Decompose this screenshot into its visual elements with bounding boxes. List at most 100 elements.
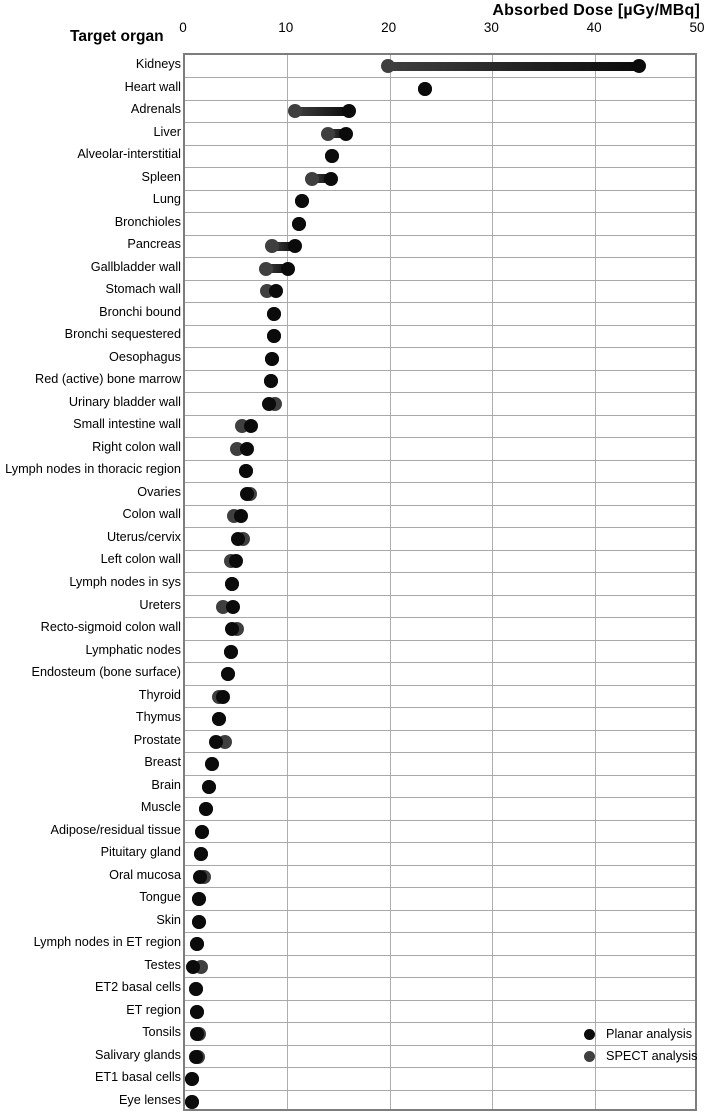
planar-dot: [185, 1094, 200, 1109]
horizontal-gridline: [185, 752, 695, 754]
vertical-gridline: [595, 55, 597, 1109]
planar-dot: [262, 396, 277, 411]
organ-label: Eye lenses: [118, 1092, 181, 1107]
organ-label: Ovaries: [137, 484, 181, 499]
organ-label: Salivary glands: [94, 1047, 181, 1062]
planar-legend-dot: [583, 1028, 595, 1040]
organ-label: Skin: [156, 912, 181, 927]
horizontal-gridline: [185, 347, 695, 349]
organ-label: Testes: [144, 957, 181, 972]
dumbbell-bar: [387, 61, 640, 71]
planar-dot: [325, 149, 339, 164]
horizontal-gridline: [185, 842, 695, 844]
planar-dot: [201, 779, 216, 794]
dumbbell-bar: [327, 129, 347, 139]
organ-label: Pituitary gland: [100, 845, 181, 860]
organ-label: Thymus: [135, 710, 181, 725]
x-tick-label: 30: [483, 20, 499, 35]
organ-label: Lymph nodes in sys: [69, 575, 181, 589]
horizontal-gridline: [185, 212, 695, 214]
organ-label: Heart wall: [124, 79, 181, 94]
dumbbell-bar: [272, 241, 295, 251]
organ-label: Red (active) bone marrow: [35, 372, 181, 387]
horizontal-gridline: [185, 819, 695, 821]
organ-label: Adipose/residual tissue: [50, 822, 181, 837]
horizontal-gridline: [185, 302, 695, 304]
organ-label: Colon wall: [122, 507, 181, 522]
planar-dot: [186, 959, 201, 974]
organ-label: Lymph nodes in ET region: [33, 935, 181, 950]
planar-dot: [194, 847, 209, 862]
horizontal-gridline: [185, 482, 695, 484]
horizontal-gridline: [185, 662, 695, 664]
planar-dot: [632, 59, 647, 74]
planar-dot: [243, 419, 258, 434]
planar-dot: [231, 531, 246, 546]
planar-dot: [267, 329, 282, 344]
organ-label: Tongue: [139, 890, 181, 905]
horizontal-gridline: [185, 1089, 695, 1091]
horizontal-gridline: [185, 99, 695, 101]
organ-label: Kidneys: [135, 57, 181, 72]
organ-label: Thyroid: [138, 687, 181, 702]
organ-label: Small intestine wall: [73, 417, 181, 432]
organ-label: Muscle: [140, 800, 181, 815]
planar-dot: [239, 441, 254, 456]
horizontal-gridline: [185, 437, 695, 439]
horizontal-gridline: [185, 909, 695, 911]
plot-area: Planar analysis SPECT analysis: [183, 53, 697, 1111]
planar-dot: [239, 486, 254, 501]
planar-dot: [185, 1072, 200, 1087]
planar-dot: [226, 599, 241, 614]
horizontal-gridline: [185, 572, 695, 574]
horizontal-gridline: [185, 774, 695, 776]
organ-label: Bronchioles: [114, 214, 181, 229]
horizontal-gridline: [185, 144, 695, 146]
horizontal-gridline: [185, 459, 695, 461]
x-tick-label: 10: [278, 20, 294, 35]
horizontal-gridline: [185, 77, 695, 78]
planar-dot: [193, 869, 208, 884]
horizontal-gridline: [185, 707, 695, 709]
planar-dot: [195, 824, 210, 839]
y-axis-title: Target organ: [70, 28, 164, 45]
planar-dot: [192, 914, 207, 929]
organ-label: Recto-sigmoid colon wall: [40, 620, 181, 635]
spect-dot: [305, 171, 320, 186]
horizontal-gridline: [185, 617, 695, 619]
spect-legend-dot: [583, 1051, 595, 1063]
horizontal-gridline: [185, 1044, 695, 1046]
spect-dot: [287, 104, 302, 119]
organ-label: Urinary bladder wall: [68, 394, 181, 409]
planar-dot: [295, 194, 310, 209]
planar-dot: [229, 554, 244, 569]
spect-dot: [265, 239, 280, 254]
organ-label: Oral mucosa: [109, 867, 181, 882]
organ-label: Bronchi bound: [99, 304, 181, 319]
organ-label: Liver: [153, 124, 182, 139]
planar-dot: [190, 1004, 205, 1019]
horizontal-gridline: [185, 977, 695, 979]
organ-label: Prostate: [133, 732, 181, 747]
planar-dot: [265, 351, 280, 366]
planar-dot: [225, 622, 240, 637]
vertical-gridline: [492, 55, 494, 1109]
horizontal-gridline: [185, 504, 695, 506]
planar-dot: [417, 81, 432, 96]
organ-label: Alveolar-interstitial: [77, 147, 181, 162]
horizontal-gridline: [185, 257, 695, 259]
legend-label: SPECT analysis: [606, 1049, 698, 1064]
vertical-gridline: [286, 55, 288, 1109]
x-tick-label: 40: [586, 20, 602, 35]
horizontal-gridline: [185, 887, 695, 889]
horizontal-gridline: [185, 954, 695, 956]
planar-dot: [189, 1049, 204, 1064]
dumbbell-bar: [266, 264, 288, 274]
horizontal-gridline: [185, 527, 695, 529]
organ-label: Left colon wall: [100, 552, 181, 567]
organ-label: ET2 basal cells: [94, 980, 181, 995]
organ-label: Lung: [152, 192, 181, 207]
horizontal-gridline: [185, 932, 695, 934]
x-tick-label: 0: [179, 20, 187, 35]
planar-dot: [280, 261, 295, 276]
